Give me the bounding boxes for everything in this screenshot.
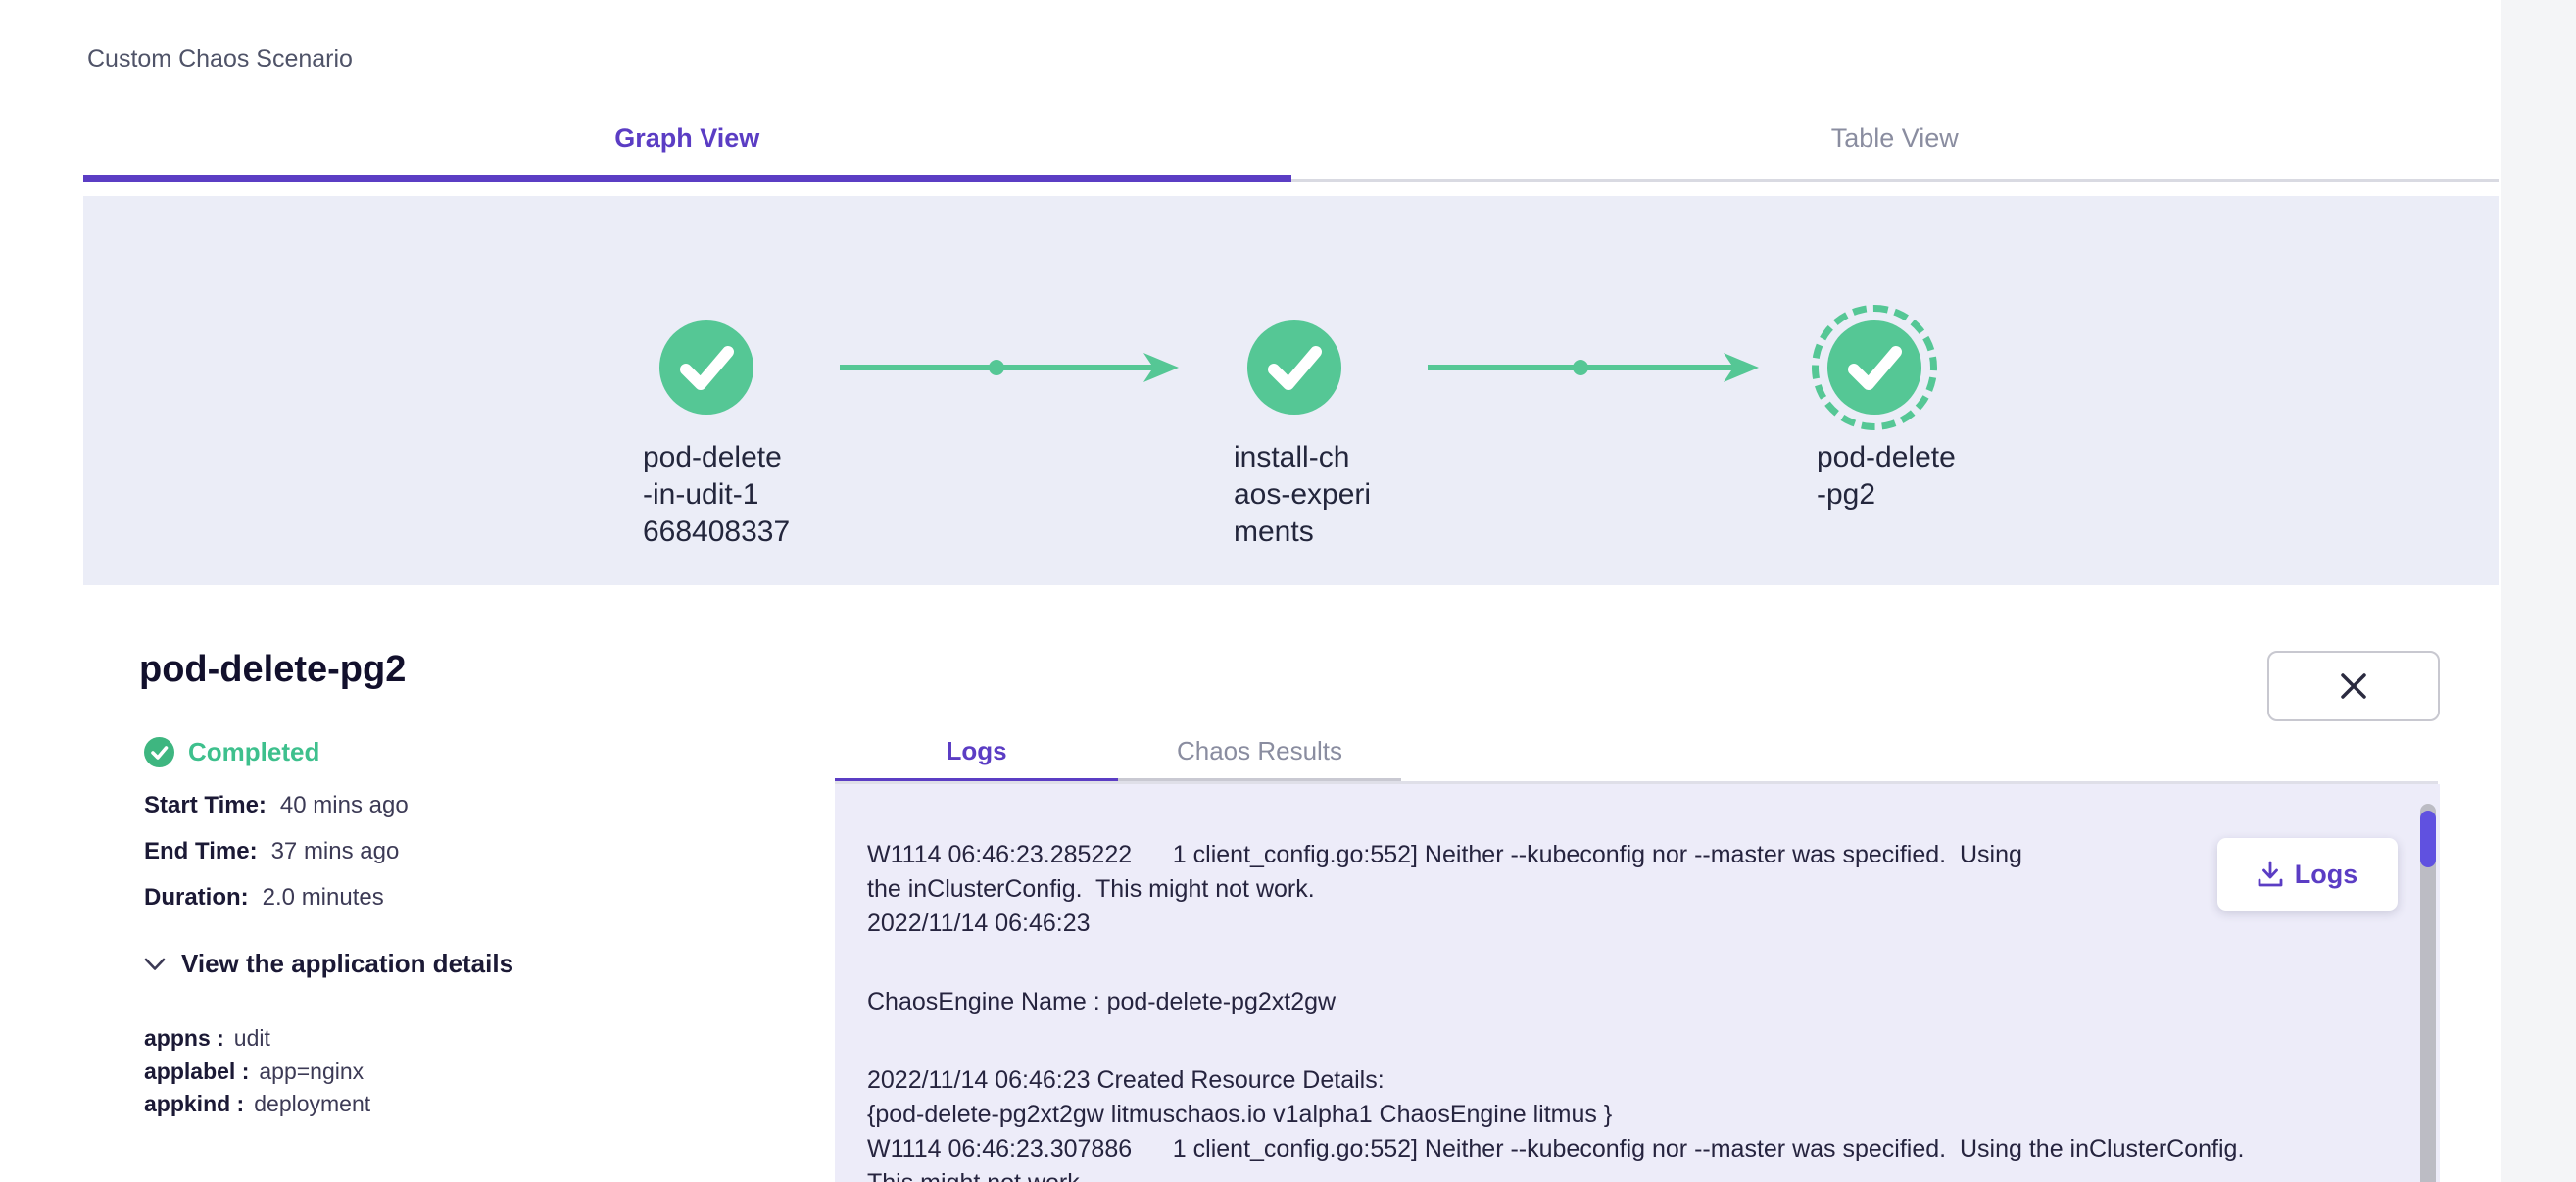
log-line: 2022/11/14 06:46:23: [867, 910, 1091, 937]
appns-value: udit: [233, 1025, 270, 1051]
tab-table-view-label: Table View: [1830, 123, 1959, 153]
appns-row: appns : udit: [144, 1025, 270, 1052]
appkind-value: deployment: [254, 1091, 371, 1116]
log-line: 2022/11/14 06:46:23 Created Resource Det…: [867, 1066, 1385, 1094]
log-tabs-divider: [835, 781, 2438, 784]
application-details-toggle-label: View the application details: [181, 949, 514, 978]
tab-graph-view-label: Graph View: [614, 123, 760, 153]
tab-chaos-results[interactable]: Chaos Results: [1118, 718, 1401, 784]
workflow-edge-arrow: [840, 353, 1179, 382]
download-logs-label: Logs: [2294, 859, 2358, 889]
close-button[interactable]: [2267, 651, 2440, 721]
node-label: pod-delete -pg2: [1817, 441, 1956, 511]
duration-row: Duration: 2.0 minutes: [144, 884, 384, 911]
log-scrollbar-thumb[interactable]: [2420, 811, 2436, 867]
log-tabs: Logs Chaos Results: [835, 718, 2438, 784]
end-time-value: 37 mins ago: [270, 838, 400, 864]
log-line: [867, 1019, 2357, 1063]
status-check-icon: [144, 737, 174, 767]
workflow-node-pod-delete-pg2[interactable]: [1827, 320, 1921, 415]
tab-logs-label: Logs: [946, 736, 1007, 765]
log-line: This might not work.: [867, 1166, 2357, 1182]
workflow-graph-panel: pod-delete -in-udit-1 668408337 install-…: [83, 196, 2499, 585]
log-line: ChaosEngine Name : pod-delete-pg2xt2gw: [867, 988, 1337, 1015]
scenario-card: Custom Chaos Scenario Graph View Table V…: [0, 0, 2501, 1182]
log-line: W1114 06:46:23.285222 1 client_config.go…: [867, 841, 2022, 868]
download-icon: [2258, 861, 2283, 887]
log-panel: W1114 06:46:23.285222 1 client_config.go…: [835, 784, 2440, 1182]
chevron-down-icon: [144, 958, 166, 970]
node-label: install-ch aos-experi ments: [1234, 441, 1372, 548]
appkind-row: appkind : deployment: [144, 1091, 370, 1117]
start-time-value: 40 mins ago: [279, 792, 409, 818]
appkind-label: appkind :: [144, 1091, 245, 1116]
status-badge: Completed: [144, 737, 319, 767]
log-line: W1114 06:46:23.307886 1 client_config.go…: [867, 1135, 2245, 1162]
log-line: [867, 941, 2357, 985]
check-circle-icon: [1827, 320, 1921, 415]
check-circle-icon: [1247, 320, 1341, 415]
appns-label: appns :: [144, 1025, 224, 1051]
workflow-edge-arrow: [1428, 353, 1759, 382]
page-title: Custom Chaos Scenario: [87, 45, 353, 73]
tab-logs[interactable]: Logs: [835, 718, 1118, 784]
duration-value: 2.0 minutes: [262, 884, 384, 911]
close-icon: [2341, 673, 2366, 699]
end-time-row: End Time: 37 mins ago: [144, 838, 399, 865]
workflow-node-pod-delete-in-udit[interactable]: [659, 320, 753, 415]
node-label: pod-delete -in-udit-1 668408337: [643, 441, 791, 548]
log-scrollbar-track[interactable]: [2420, 804, 2436, 1182]
start-time-label: Start Time:: [144, 792, 267, 818]
node-detail-title: pod-delete-pg2: [139, 649, 407, 690]
tab-chaos-results-label: Chaos Results: [1176, 736, 1343, 765]
start-time-row: Start Time: 40 mins ago: [144, 792, 409, 819]
log-line: {pod-delete-pg2xt2gw litmuschaos.io v1al…: [867, 1101, 1613, 1128]
end-time-label: End Time:: [144, 838, 258, 864]
duration-label: Duration:: [144, 884, 249, 911]
application-details-toggle[interactable]: View the application details: [144, 949, 513, 979]
applabel-value: app=nginx: [259, 1059, 365, 1084]
tab-table-view[interactable]: Table View: [1290, 94, 2500, 182]
tab-graph-view[interactable]: Graph View: [83, 94, 1291, 182]
applabel-label: applabel :: [144, 1059, 250, 1084]
status-text: Completed: [188, 737, 320, 766]
applabel-row: applabel : app=nginx: [144, 1059, 364, 1085]
download-logs-button[interactable]: Logs: [2217, 838, 2398, 911]
workflow-node-install-chaos-experiments[interactable]: [1247, 320, 1341, 415]
log-line: the inClusterConfig. This might not work…: [867, 875, 1315, 903]
check-circle-icon: [659, 320, 753, 415]
log-output: W1114 06:46:23.285222 1 client_config.go…: [867, 838, 2357, 1182]
selected-node-ring: [1812, 305, 1937, 430]
view-tabs: Graph View Table View: [83, 94, 2499, 182]
